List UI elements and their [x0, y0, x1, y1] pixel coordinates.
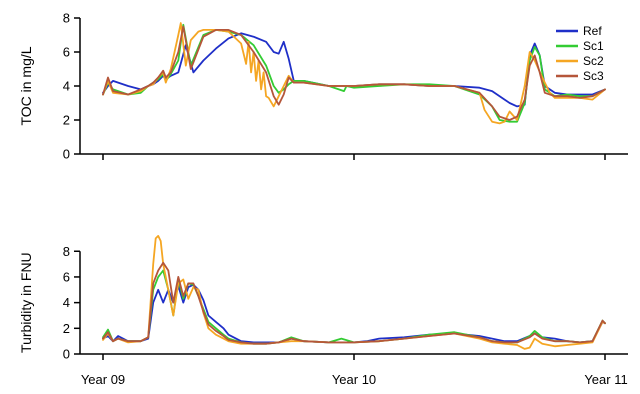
legend-label-sc1: Sc1 [583, 39, 604, 53]
series-line-ref [102, 283, 606, 344]
y-tick-label: 6 [63, 269, 70, 284]
y-axis-label: Turbidity in FNU [18, 252, 34, 353]
legend-label-ref: Ref [583, 24, 602, 38]
y-tick-label: 8 [63, 11, 70, 26]
series-line-sc3 [102, 25, 606, 121]
series-line-ref [102, 32, 606, 108]
y-tick-label: 0 [63, 147, 70, 162]
series-line-sc2 [102, 234, 606, 350]
y-tick-label: 2 [63, 321, 70, 336]
x-tick-label: Year 11 [584, 372, 627, 387]
y-tick-label: 4 [63, 295, 70, 310]
chart-panel-2: 0 2 4 6 8 Turbidity in FNU [18, 234, 628, 362]
x-tick-label: Year 10 [332, 372, 376, 387]
y-tick-label: 0 [63, 347, 70, 362]
y-tick-label: 4 [63, 79, 70, 94]
series-line-sc3 [102, 261, 606, 345]
y-tick-label: 8 [63, 244, 70, 259]
legend-label-sc3: Sc3 [583, 69, 604, 83]
y-tick-label: 2 [63, 113, 70, 128]
y-axis-label: TOC in mg/L [18, 46, 34, 125]
legend-label-sc2: Sc2 [583, 54, 604, 68]
x-tick-label: Year 09 [81, 372, 125, 387]
y-tick-label: 6 [63, 45, 70, 60]
